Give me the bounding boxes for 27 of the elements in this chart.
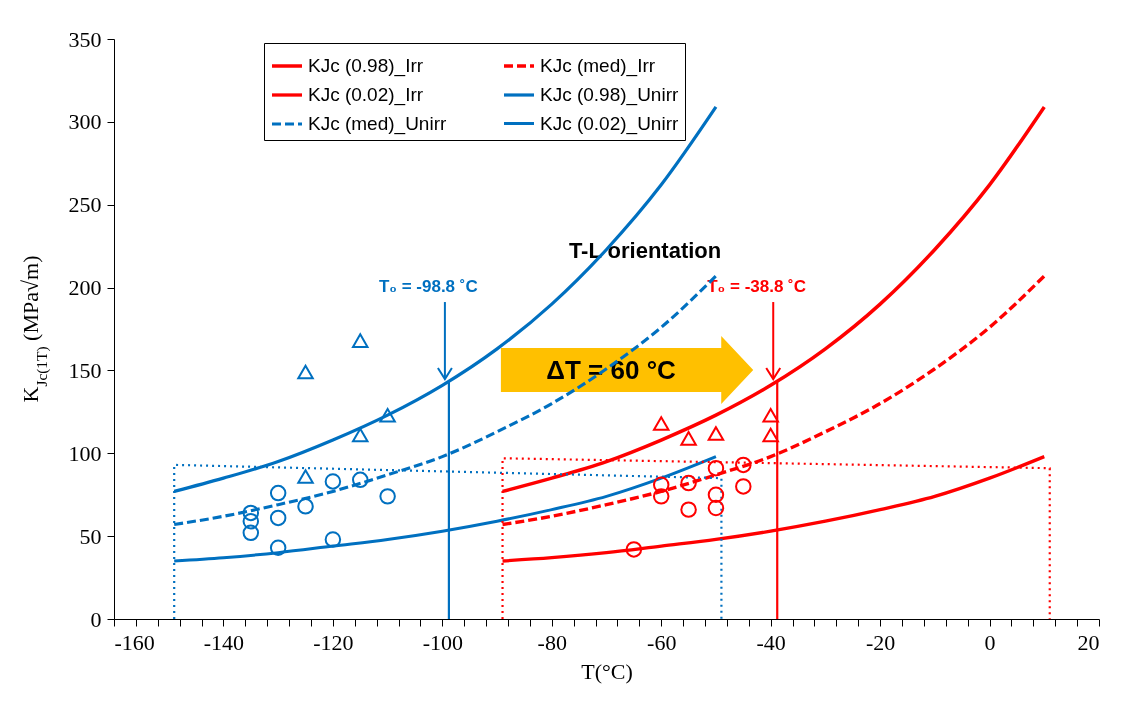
x-tick-label: -60 (647, 629, 677, 655)
x-tick-label: -80 (537, 629, 567, 655)
x-tick-label: -140 (203, 629, 245, 655)
x-tick-label: -120 (313, 629, 354, 655)
y-tick-label: 300 (68, 109, 102, 135)
x-tick-label: 0 (984, 629, 996, 655)
y-tick-label: 200 (68, 275, 102, 301)
x-tick-label: -100 (422, 629, 463, 655)
annotation: T-L orientation (568, 238, 722, 264)
legend-label: KJc (0.02)_Unirr (540, 112, 679, 135)
y-tick-label: 350 (68, 26, 102, 52)
y-tick-label: 0 (90, 606, 102, 632)
x-axis-title: T(°C) (581, 658, 633, 684)
x-tick-label: -20 (865, 629, 896, 655)
legend-label: KJc (0.98)_Irr (308, 55, 424, 77)
y-tick-label: 100 (68, 440, 102, 466)
legend-label: KJc (med)_Irr (540, 55, 656, 77)
x-tick-label: 20 (1077, 629, 1100, 655)
y-tick-label: 150 (68, 357, 102, 383)
x-tick-label: -40 (756, 629, 786, 655)
annotation: T₀ = -98.8 ˚C (378, 277, 478, 297)
y-tick-label: 50 (79, 523, 102, 549)
x-tick-label: -160 (114, 629, 155, 655)
legend-label: KJc (med)_Unirr (308, 113, 447, 135)
legend-label: KJc (0.98)_Unirr (540, 84, 679, 106)
y-tick-label: 250 (68, 192, 102, 218)
legend-label: KJc (0.02)_Irr (308, 84, 424, 106)
